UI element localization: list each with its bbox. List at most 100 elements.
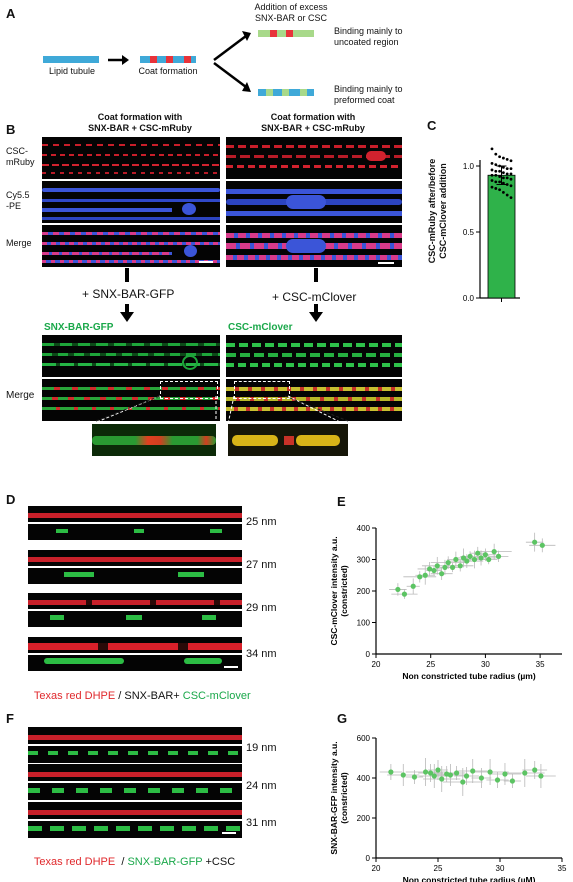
- data-point-c: [505, 158, 509, 161]
- y-axis-label-line: SNX-BAR-GFP intensity a.u.: [329, 741, 339, 854]
- data-point-c: [490, 147, 494, 151]
- data-point-c: [494, 173, 498, 177]
- radius-label-d-0: 25 nm: [246, 516, 277, 528]
- y-axis-label: SNX-BAR-GFP intensity a.u.(constricted): [329, 741, 349, 854]
- data-point: [439, 776, 445, 782]
- data-point: [522, 770, 528, 776]
- data-point-c: [498, 155, 501, 159]
- left-column-title: Coat formation with SNX-BAR + CSC-mRuby: [88, 112, 192, 133]
- radius-label-d-2: 29 nm: [246, 602, 277, 614]
- data-point-c: [494, 152, 498, 156]
- data-point: [434, 563, 440, 569]
- tubule-d-29nm: [28, 593, 242, 627]
- data-point: [538, 773, 544, 779]
- data-point: [449, 564, 456, 570]
- x-tick-label: 30: [496, 864, 505, 873]
- y-tick-label: 200: [357, 814, 371, 823]
- bar-c: [487, 174, 516, 299]
- radius-label-f-2: 31 nm: [246, 817, 277, 829]
- data-point: [427, 770, 434, 776]
- data-point: [467, 553, 473, 559]
- data-point: [401, 591, 408, 597]
- tubule-label: Lipid tubule: [48, 66, 96, 76]
- data-point: [491, 549, 497, 555]
- data-point: [463, 773, 470, 779]
- data-point: [447, 772, 453, 778]
- data-point: [539, 542, 545, 548]
- addition-label: Addition of excess SNX-BAR or CSC: [236, 2, 346, 24]
- data-point: [478, 555, 484, 561]
- radius-label-f-1: 24 nm: [246, 780, 277, 792]
- data-point-c: [494, 180, 498, 184]
- panel-e-label: E: [337, 494, 346, 509]
- x-tick-label: 25: [426, 660, 435, 669]
- right-channel-label: CSC-mClover: [228, 322, 293, 333]
- data-point-c: [502, 171, 505, 174]
- right-addition-label: + CSC-mClover: [272, 290, 357, 304]
- data-point: [487, 769, 493, 775]
- data-point: [478, 775, 484, 781]
- y-tick-label: 400: [357, 524, 371, 533]
- data-point-c: [509, 167, 513, 171]
- branch-arrows-icon: [213, 31, 251, 92]
- x-tick-label: 25: [434, 864, 443, 873]
- micrograph-right-clover: [226, 335, 402, 377]
- data-point: [482, 552, 489, 558]
- data-point: [457, 563, 463, 569]
- tubule-f-24nm: [28, 764, 242, 800]
- data-point-c: [502, 176, 505, 180]
- data-point-c: [502, 181, 505, 185]
- micrograph-right-mruby: [226, 137, 402, 179]
- zoom-box-left: [160, 381, 218, 399]
- data-point: [532, 767, 538, 773]
- data-point: [410, 583, 416, 589]
- data-point: [431, 773, 437, 779]
- data-point: [454, 770, 460, 776]
- panel-d-label: D: [6, 492, 16, 507]
- micrograph-left-gfp: [42, 335, 220, 377]
- data-point: [495, 553, 502, 559]
- tubule-d-27nm: [28, 550, 242, 584]
- y-tick-label: 0: [366, 650, 371, 659]
- y-tick-label: 600: [357, 734, 371, 743]
- down-arrow-left-icon: [120, 268, 134, 322]
- data-point: [509, 778, 515, 784]
- micrograph-left-mruby: [42, 137, 220, 179]
- panel-a-label: A: [6, 6, 16, 21]
- data-point-c: [509, 177, 513, 181]
- data-point-c: [505, 176, 509, 180]
- merge-label: Merge: [6, 390, 35, 401]
- down-arrow-right-icon: [309, 268, 323, 322]
- y-axis-label-line: (constricted): [339, 772, 349, 824]
- x-tick-label: 20: [372, 660, 381, 669]
- data-point: [453, 556, 459, 563]
- micrograph-right-merge-clover: [226, 379, 402, 421]
- legend-f-tail: +CSC: [202, 856, 236, 868]
- y-tick-label: 100: [357, 619, 371, 628]
- micrograph-right-merge: [226, 225, 402, 267]
- data-point: [502, 771, 508, 777]
- tubule-d-34nm: [28, 637, 242, 671]
- data-point-c: [502, 156, 505, 160]
- data-point: [422, 572, 428, 578]
- x-tick-label: 20: [372, 864, 381, 873]
- data-point: [411, 774, 418, 780]
- legend-f-red: Texas red DHPE: [33, 856, 116, 868]
- x-tick-label: 35: [536, 660, 545, 669]
- legend-f: Texas red DHPE / SNX-BAR-GFP +CSC: [28, 844, 235, 868]
- data-point-c: [494, 169, 498, 173]
- addition-text: Addition of excess SNX-BAR or CSC: [254, 2, 328, 23]
- y-tick-label-c: 0.0: [463, 294, 475, 303]
- data-point: [475, 550, 481, 556]
- data-point: [427, 566, 433, 572]
- data-point-c: [490, 185, 494, 189]
- data-point: [486, 556, 492, 563]
- outcome-top-label: Binding mainly to uncoated region: [334, 26, 403, 47]
- panel-g-label: G: [337, 711, 348, 726]
- x-tick-label: 30: [481, 660, 490, 669]
- tubule-f-19nm: [28, 727, 242, 763]
- panel-f-label: F: [6, 711, 14, 726]
- micrograph-left-cy55: [42, 181, 220, 223]
- legend-f-green: SNX-BAR-GFP: [127, 856, 203, 868]
